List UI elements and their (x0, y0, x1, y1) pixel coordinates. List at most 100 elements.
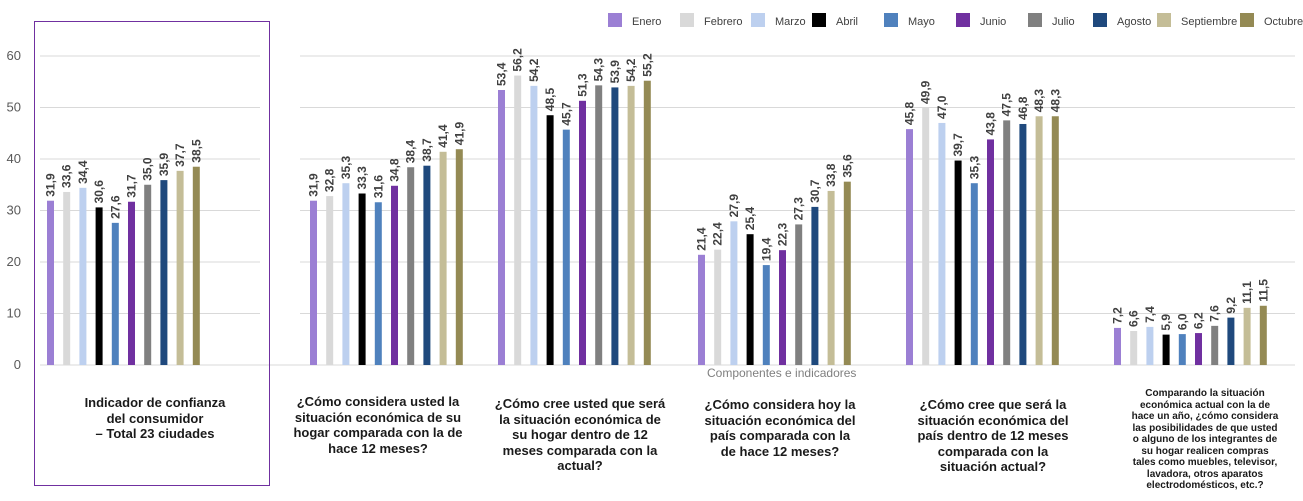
bar-enero-1 (310, 200, 317, 365)
data-label: 35,6 (840, 154, 854, 178)
legend-swatch-enero (608, 13, 622, 27)
data-label: 47,0 (935, 95, 949, 119)
bar-julio-2 (595, 85, 603, 365)
data-label: 31,9 (307, 173, 321, 197)
bar-abril-2 (546, 115, 554, 365)
data-label: 19,4 (759, 237, 773, 261)
bar-febrero-2 (514, 75, 522, 365)
bar-enero-0 (47, 200, 54, 365)
bar-julio-0 (144, 184, 152, 365)
y-tick-label: 0 (14, 357, 21, 372)
category-label-1: ¿Cómo considera usted la situación econó… (293, 394, 463, 456)
data-label: 25,4 (743, 207, 757, 231)
bar-agosto-3 (811, 206, 819, 365)
data-label: 41,4 (436, 124, 450, 148)
legend-swatch-marzo (751, 13, 765, 27)
data-label: 35,9 (157, 152, 171, 176)
bar-marzo-1 (342, 183, 350, 365)
bar-julio-4 (1003, 120, 1011, 365)
data-label: 11,1 (1240, 281, 1254, 304)
bar-abril-0 (95, 207, 103, 365)
data-label: 11,5 (1256, 279, 1270, 302)
bar-octubre-3 (843, 181, 851, 365)
bar-julio-3 (795, 224, 803, 365)
legend-swatch-agosto (1093, 13, 1107, 27)
data-label: 31,7 (125, 174, 139, 198)
data-label: 22,3 (776, 222, 790, 246)
bar-septiembre-4 (1035, 116, 1043, 365)
bar-mayo-3 (762, 265, 770, 365)
legend-label-abril: Abril (836, 16, 858, 28)
bar-marzo-5 (1146, 326, 1154, 365)
data-label: 27,9 (727, 194, 741, 218)
data-label: 30,7 (808, 179, 822, 203)
bar-marzo-0 (79, 187, 87, 365)
data-label: 33,8 (824, 163, 838, 187)
data-label: 41,9 (452, 122, 466, 146)
legend-label-enero: Enero (632, 16, 661, 28)
bar-junio-1 (391, 185, 398, 365)
highlight-box (34, 21, 270, 486)
data-label: 34,8 (388, 158, 402, 182)
bar-abril-1 (358, 193, 366, 365)
bar-junio-5 (1195, 333, 1202, 365)
data-label: 56,2 (511, 48, 525, 72)
y-tick-label: 30 (7, 203, 21, 218)
data-label: 54,3 (592, 58, 606, 82)
bar-junio-2 (579, 100, 586, 366)
data-label: 54,2 (624, 58, 638, 82)
bar-abril-3 (746, 234, 754, 365)
bar-marzo-2 (530, 85, 538, 366)
data-label: 6,2 (1192, 312, 1206, 329)
bar-septiembre-3 (827, 190, 835, 365)
data-label: 48,3 (1032, 89, 1046, 113)
data-label: 21,4 (695, 227, 709, 251)
bar-mayo-4 (970, 183, 978, 365)
category-label-0: Indicador de confianza del consumidor – … (84, 395, 226, 441)
legend-label-septiembre: Septiembre (1181, 16, 1237, 28)
data-label: 35,3 (967, 156, 981, 180)
legend-swatch-mayo (884, 13, 898, 27)
bar-marzo-3 (730, 221, 738, 365)
data-label: 5,9 (1159, 314, 1173, 331)
bar-febrero-5 (1130, 331, 1138, 365)
data-label: 45,8 (903, 101, 917, 125)
bar-enero-3 (698, 254, 705, 365)
bar-mayo-5 (1178, 334, 1186, 365)
bar-agosto-4 (1019, 123, 1027, 365)
data-label: 35,3 (339, 156, 353, 180)
bar-octubre-4 (1051, 116, 1059, 365)
legend-swatch-abril (812, 13, 826, 27)
legend-label-agosto: Agosto (1117, 16, 1151, 28)
y-tick-label: 60 (7, 48, 21, 63)
data-label: 51,3 (576, 73, 590, 97)
legend-label-junio: Junio (980, 16, 1006, 28)
bar-julio-1 (407, 167, 415, 365)
data-label: 39,7 (951, 133, 965, 157)
data-label: 7,6 (1208, 305, 1222, 322)
category-label-3: ¿Cómo considera hoy la situación económi… (704, 397, 856, 459)
bar-febrero-3 (714, 249, 722, 365)
data-label: 53,9 (608, 60, 622, 84)
legend-swatch-septiembre (1157, 13, 1171, 27)
bar-octubre-2 (643, 80, 651, 365)
data-label: 46,8 (1016, 96, 1030, 120)
bar-octubre-0 (192, 166, 200, 365)
data-label: 38,5 (189, 139, 203, 163)
bar-junio-0 (128, 201, 135, 365)
y-tick-label: 20 (7, 254, 21, 269)
data-label: 6,6 (1127, 310, 1141, 327)
bar-enero-2 (498, 89, 505, 366)
data-label: 45,7 (559, 102, 573, 126)
data-label: 27,3 (792, 197, 806, 221)
bar-septiembre-0 (176, 170, 184, 365)
legend-swatch-junio (956, 13, 970, 27)
data-label: 22,4 (711, 222, 725, 246)
category-label-2: ¿Cómo cree usted que será la situación e… (494, 396, 666, 473)
bar-marzo-4 (938, 122, 946, 365)
data-label: 31,9 (44, 173, 58, 197)
category-label-4: ¿Cómo cree que será la situación económi… (917, 397, 1069, 474)
data-label: 48,5 (543, 88, 557, 112)
bar-septiembre-2 (627, 85, 635, 366)
data-label: 38,7 (420, 138, 434, 162)
